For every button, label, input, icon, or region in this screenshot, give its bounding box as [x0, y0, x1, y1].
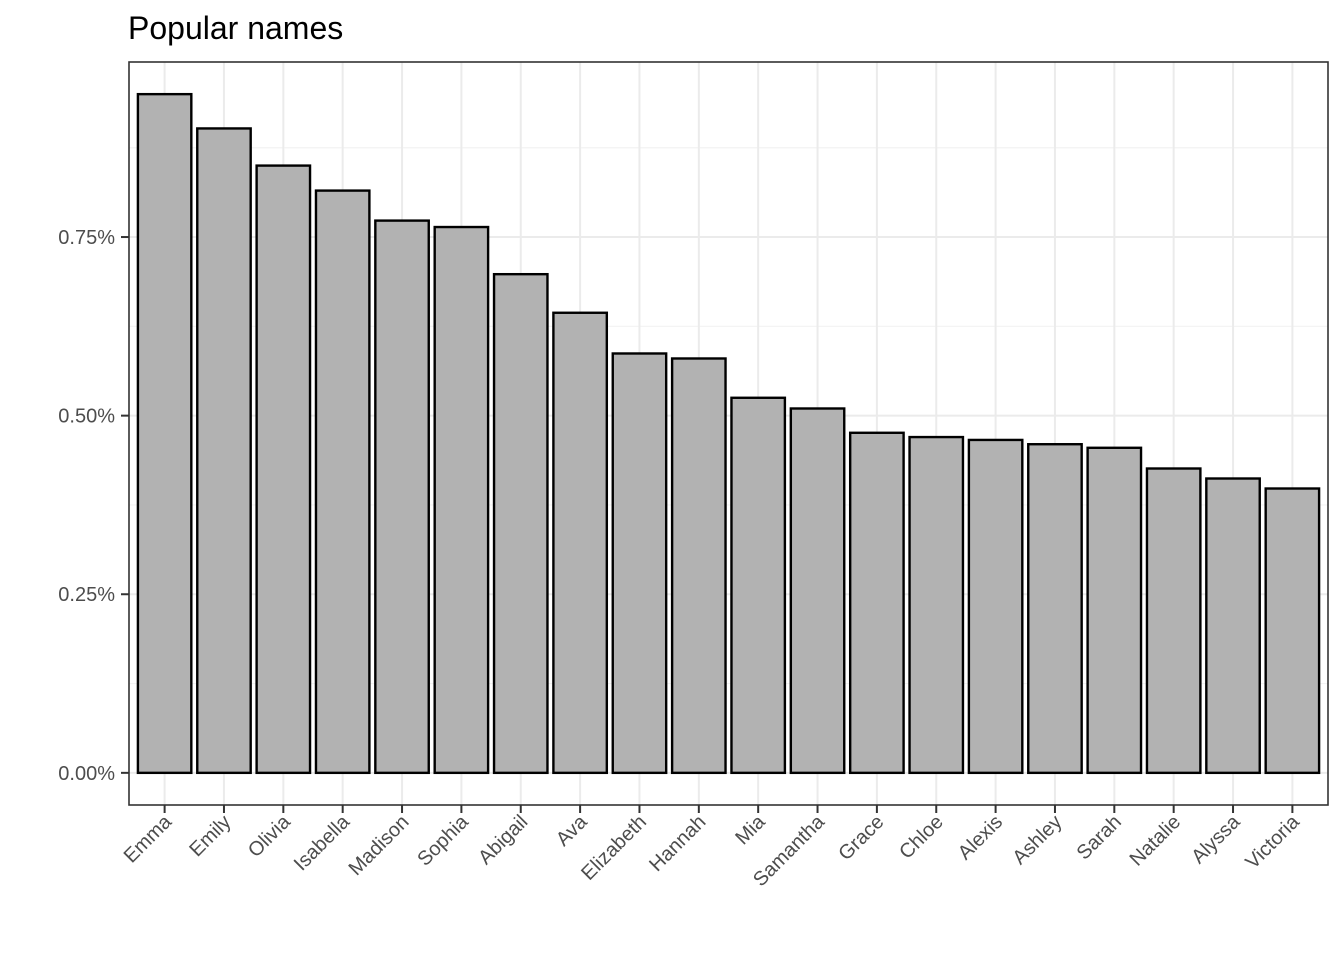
bar: [1205, 477, 1261, 775]
x-tick-label: Victoria: [1241, 810, 1304, 873]
bar: [492, 272, 549, 775]
bar: [670, 357, 727, 775]
bar: [1027, 443, 1083, 775]
x-tick-label: Sophia: [413, 810, 473, 870]
bar: [374, 219, 430, 775]
bar: [136, 92, 193, 775]
x-tick-label: Ashley: [1008, 811, 1066, 869]
x-tick-label: Ava: [552, 810, 592, 850]
bar: [196, 127, 252, 775]
bar: [1145, 467, 1202, 775]
bar: [611, 352, 668, 775]
x-tick-label: Emma: [120, 810, 177, 867]
y-tick-label: 0.25%: [58, 584, 115, 606]
bar: [789, 407, 846, 775]
x-tick-label: Elizabeth: [577, 811, 651, 885]
x-tick-label: Abigail: [474, 811, 532, 869]
bar: [314, 189, 371, 775]
x-tick-label: Emily: [185, 811, 235, 861]
x-tick-label: Madison: [345, 811, 414, 880]
y-axis: 0.00% 0.25% 0.50% 0.75%: [58, 227, 129, 785]
x-tick-label: Chloe: [895, 811, 948, 864]
bar: [552, 311, 609, 775]
bar: [1086, 446, 1143, 775]
x-tick-label: Natalie: [1126, 811, 1186, 871]
chart-title: Popular names: [128, 10, 343, 46]
panel-border: [128, 61, 1329, 806]
bar: [730, 396, 787, 775]
x-tick-label: Sarah: [1073, 811, 1126, 864]
bar: [967, 438, 1024, 775]
bar: [433, 225, 490, 775]
x-tick-label: Olivia: [244, 810, 296, 862]
x-tick-label: Alyssa: [1187, 810, 1245, 868]
bar: [848, 431, 905, 775]
y-tick-label: 0.50%: [58, 406, 115, 428]
bar: [908, 435, 965, 775]
x-tick-label: Grace: [834, 811, 888, 865]
x-tick-label: Hannah: [645, 811, 710, 876]
y-tick-label: 0.75%: [58, 227, 115, 249]
x-tick-label: Alexis: [954, 811, 1007, 864]
bars: [136, 92, 1321, 775]
x-tick-label: Mia: [731, 810, 770, 849]
bar: [1264, 487, 1321, 775]
bar: [255, 164, 312, 775]
y-tick-label: 0.00%: [58, 763, 115, 785]
